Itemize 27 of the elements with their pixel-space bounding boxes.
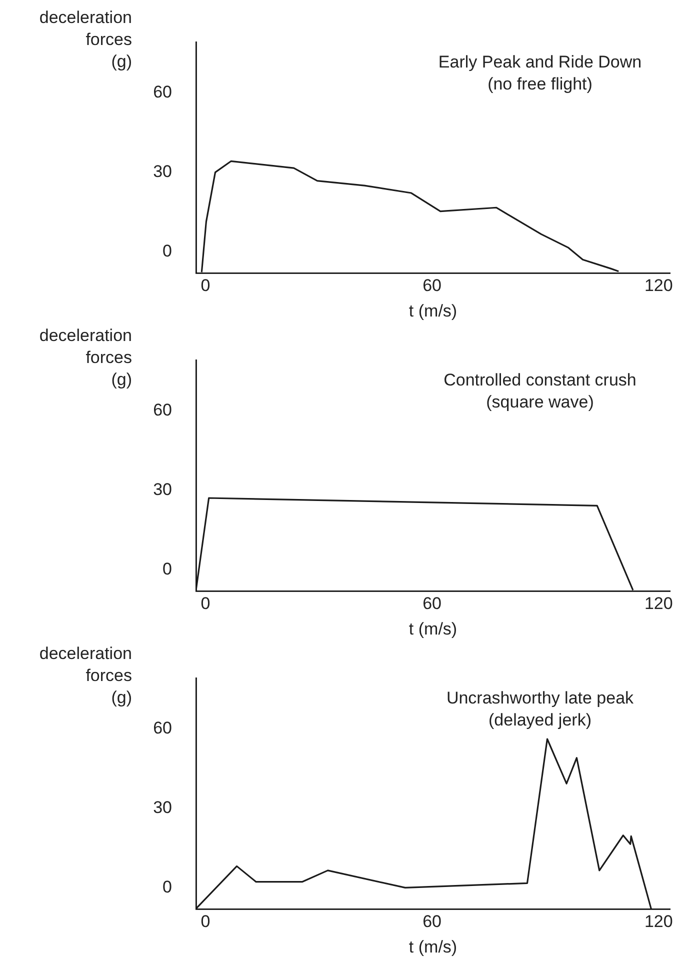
x-tick-label: 0	[200, 912, 210, 932]
y-tick-label: 30	[153, 798, 172, 817]
y-tick-label: 0	[162, 560, 172, 579]
y-tick-label: 0	[162, 878, 172, 897]
x-axis-title: t (m/s)	[408, 619, 458, 638]
x-tick-label: 60	[422, 912, 442, 932]
y-axis-title: deceleration forces (g)	[39, 326, 132, 390]
x-tick-label: 0	[200, 276, 210, 296]
x-tick-label: 120	[644, 276, 673, 296]
text: Controlled constant crush (square wave)	[444, 370, 636, 412]
y-tick-label: 60	[153, 82, 172, 102]
text: Uncrashworthy late peak (delayed jerk)	[446, 688, 634, 730]
x-axis-title: t (m/s)	[408, 937, 458, 956]
y-tick-label: 30	[153, 162, 172, 181]
y-tick-label: 0	[162, 242, 172, 261]
y-tick-label: 60	[153, 718, 172, 738]
x-tick-label: 0	[200, 594, 210, 614]
y-tick-label: 30	[153, 480, 172, 499]
x-tick-label: 60	[422, 276, 442, 296]
x-axis-title: t (m/s)	[408, 301, 458, 320]
y-axis-title: deceleration forces (g)	[39, 8, 132, 72]
x-tick-label: 120	[644, 912, 673, 932]
y-tick-label: 60	[153, 400, 172, 420]
text: Early Peak and Ride Down (no free flight)	[438, 52, 642, 94]
x-tick-label: 120	[644, 594, 673, 614]
y-axis-title: deceleration forces (g)	[39, 644, 132, 708]
x-tick-label: 60	[422, 594, 442, 614]
